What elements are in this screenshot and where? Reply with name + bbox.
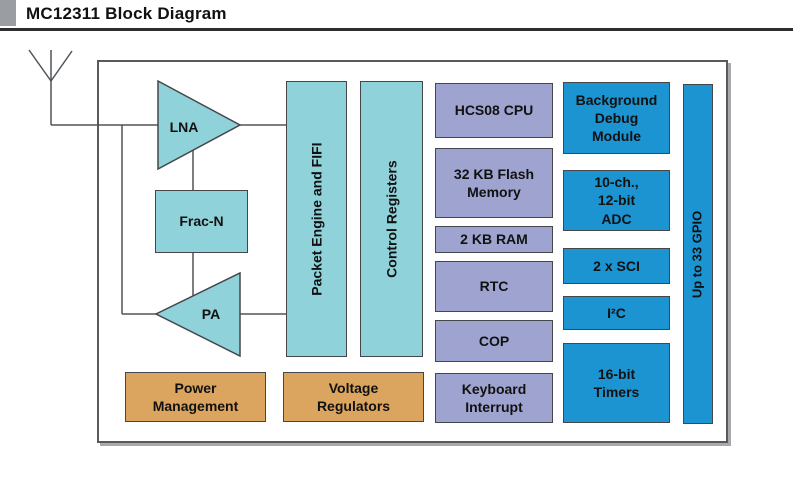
block-adc: 10-ch., 12-bit ADC <box>563 170 670 231</box>
block-hcs08-cpu: HCS08 CPU <box>435 83 553 138</box>
block-i2c: I²C <box>563 296 670 330</box>
wires <box>51 124 287 315</box>
block-control-registers: Control Registers <box>360 81 423 357</box>
block-gpio: Up to 33 GPIO <box>683 84 713 424</box>
block-keyboard-interrupt: Keyboard Interrupt <box>435 373 553 423</box>
lna-amplifier-triangle <box>157 79 242 171</box>
block-background-debug-module: Background Debug Module <box>563 82 670 154</box>
block-packet-engine-fifi: Packet Engine and FIFI <box>286 81 347 357</box>
block-voltage-regulators: Voltage Regulators <box>283 372 424 422</box>
block-lna-label: LNA <box>169 119 199 135</box>
antenna-arm-left <box>28 49 52 82</box>
block-16bit-timers: 16-bit Timers <box>563 343 670 423</box>
block-pa-label: PA <box>201 306 221 322</box>
block-sci: 2 x SCI <box>563 248 670 284</box>
pa-amplifier-triangle <box>154 271 241 358</box>
antenna-icon <box>28 49 73 125</box>
block-gpio-label: Up to 33 GPIO <box>689 210 705 298</box>
block-control-registers-label: Control Registers <box>383 160 400 278</box>
block-power-management: Power Management <box>125 372 266 422</box>
block-2kb-ram: 2 KB RAM <box>435 226 553 253</box>
antenna-arm-right <box>50 50 73 82</box>
block-rtc: RTC <box>435 261 553 312</box>
title-rule <box>0 28 793 31</box>
page-title: MC12311 Block Diagram <box>26 4 227 23</box>
block-cop: COP <box>435 320 553 362</box>
block-frac-n: Frac-N <box>155 190 248 253</box>
title-accent-square <box>0 0 16 26</box>
block-32kb-flash-memory: 32 KB Flash Memory <box>435 148 553 218</box>
block-packet-engine-fifi-label: Packet Engine and FIFI <box>308 142 325 296</box>
